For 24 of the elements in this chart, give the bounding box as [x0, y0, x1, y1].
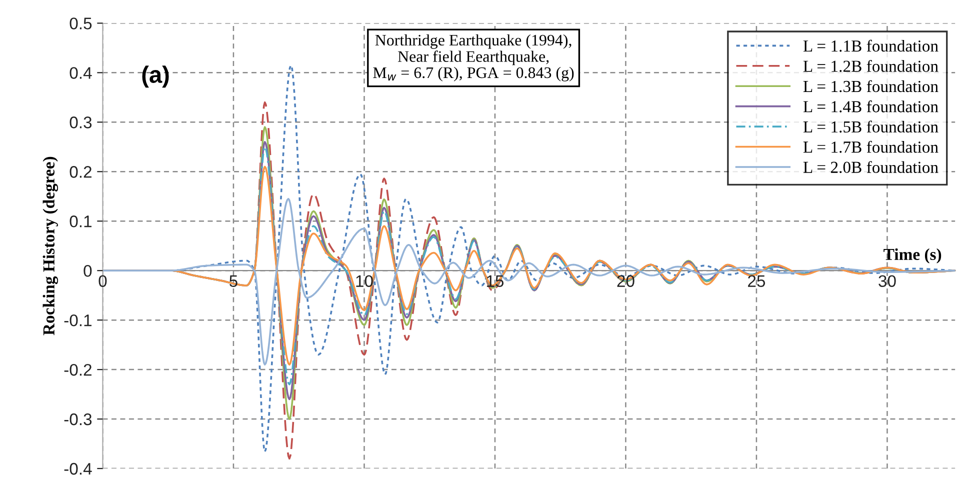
x-tick-label: 0: [98, 275, 107, 287]
x-axis-title: Time (s): [884, 248, 942, 264]
legend-label: L = 1.1B foundation: [803, 40, 938, 52]
legend-label: L = 1.3B foundation: [803, 80, 938, 92]
y-tick-label: 0.2: [70, 166, 92, 178]
x-tick-label: 30: [878, 275, 896, 287]
y-tick-label: 0.1: [70, 216, 92, 228]
y-tick-label: -0.1: [64, 314, 92, 326]
legend-label: L = 1.4B foundation: [803, 100, 938, 112]
y-tick-label: 0: [84, 264, 92, 277]
annotation: Northridge Earthquake (1994), Near field Eearthquake, M$_{w}$ = 6.7 (R), PGA = 0.843 (g): [373, 34, 574, 82]
y-tick-label: 0.4: [70, 67, 92, 79]
y-tick-label: 0.3: [70, 116, 92, 128]
y-tick-label: -0.4: [64, 462, 92, 475]
y-axis-title: Rocking History (degree): [42, 156, 58, 336]
y-tick-label: -0.2: [64, 364, 92, 376]
y-tick-label: 0.5: [70, 18, 92, 30]
annotation: (a): [142, 66, 169, 88]
legend-label: L = 2.0B foundation: [803, 161, 938, 174]
y-tick-label: -0.3: [64, 413, 92, 426]
legend-label: L = 1.7B foundation: [803, 140, 938, 153]
x-tick-label: 25: [748, 275, 766, 287]
legend-label: L = 1.5B foundation: [803, 120, 938, 133]
legend-label: L = 1.2B foundation: [803, 60, 938, 72]
